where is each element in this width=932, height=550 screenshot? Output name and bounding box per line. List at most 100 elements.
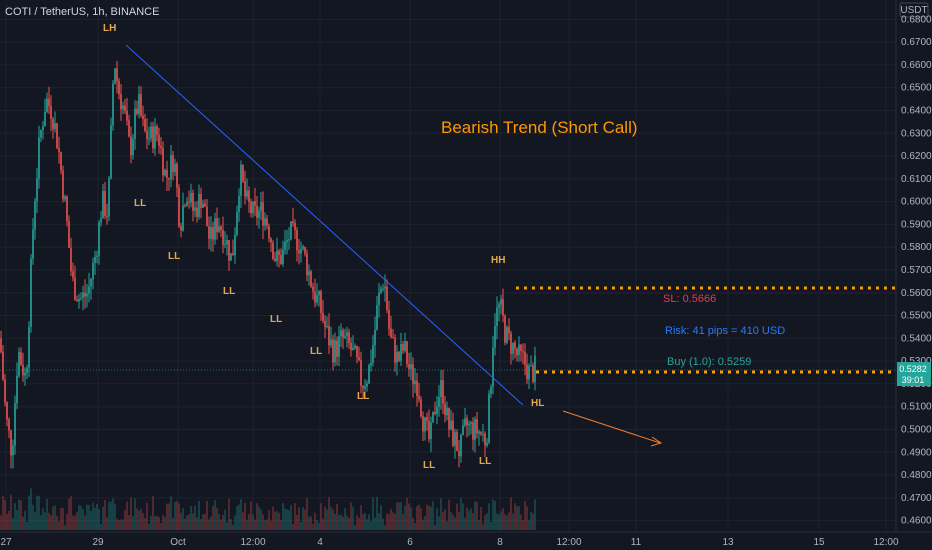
candle-body <box>104 190 106 216</box>
candle-body <box>510 333 512 354</box>
volume-bar <box>140 508 142 530</box>
candle-body <box>356 345 358 357</box>
trendline[interactable] <box>125 44 524 406</box>
price-tick-label: 0.6000 <box>901 197 932 208</box>
volume-bar <box>482 524 484 530</box>
volume-bar <box>344 508 346 530</box>
candle-body <box>90 279 92 287</box>
volume-bar <box>510 497 512 530</box>
candle-body <box>2 351 4 380</box>
candle-body <box>446 407 448 416</box>
volume-bar <box>32 504 34 530</box>
volume-bar <box>266 519 268 530</box>
volume-bar <box>54 505 56 530</box>
candle-body <box>296 229 298 251</box>
volume-bar <box>36 495 38 530</box>
volume-bar <box>450 512 452 530</box>
volume-bar <box>518 506 520 530</box>
currency-badge[interactable] <box>899 2 929 18</box>
candle-body <box>126 110 128 121</box>
volume-bar <box>416 505 418 530</box>
volume-bar <box>522 520 524 530</box>
candle-body <box>390 328 392 338</box>
candle-body <box>248 190 250 203</box>
projection-arrow[interactable] <box>562 410 661 444</box>
candle-body <box>398 351 400 361</box>
candle-body <box>236 212 238 236</box>
volume-bar <box>448 499 450 530</box>
volume-bar <box>34 511 36 530</box>
volume-bar <box>470 508 472 530</box>
volume-bar <box>130 497 132 530</box>
price-axis[interactable] <box>896 0 932 532</box>
candle-body <box>162 148 164 176</box>
candle-body <box>364 386 366 389</box>
price-tick-label: 0.6600 <box>901 60 932 71</box>
candle-body <box>290 221 292 240</box>
volume-bar <box>526 506 528 530</box>
volume-bar <box>426 504 428 530</box>
symbol-info[interactable]: COTI / TetherUS, 1h, BINANCE <box>5 6 160 18</box>
candle-body <box>144 119 146 132</box>
price-tick-label: 0.5800 <box>901 242 932 253</box>
candle-body <box>412 364 414 385</box>
volume-bar <box>304 509 306 530</box>
candle-body <box>294 223 296 230</box>
volume-bar <box>22 516 24 530</box>
volume-bar <box>240 498 242 530</box>
volume-bar <box>340 514 342 530</box>
candle-body <box>316 295 318 303</box>
candle-body <box>4 379 6 403</box>
candle-body <box>62 170 64 200</box>
candle-body <box>142 115 144 120</box>
volume-bar <box>294 503 296 530</box>
candle-body <box>168 177 170 180</box>
candle-body <box>320 291 322 313</box>
candle-body <box>200 193 202 208</box>
volume-bar <box>214 500 216 530</box>
candle-body <box>226 240 228 245</box>
candle-body <box>186 201 188 206</box>
candle-body <box>92 262 94 280</box>
candle-body <box>218 226 220 232</box>
candle-body <box>10 430 12 456</box>
volume-bar <box>420 508 422 530</box>
volume-bar <box>232 524 234 530</box>
candle-body <box>178 187 180 227</box>
volume-bar <box>102 506 104 530</box>
candle-body <box>322 312 324 321</box>
price-tick-label: 0.6400 <box>901 106 932 117</box>
candle-body <box>16 375 18 404</box>
volume-bar <box>478 519 480 530</box>
swing-label-ll: LL <box>270 314 282 325</box>
volume-bar <box>42 508 44 530</box>
time-axis[interactable] <box>0 532 932 550</box>
volume-bar <box>174 501 176 530</box>
volume-bar <box>82 508 84 530</box>
candle-body <box>370 362 372 366</box>
candle-body <box>234 235 236 256</box>
volume-bar <box>282 503 284 530</box>
volume-bar <box>356 515 358 530</box>
volume-bar <box>236 506 238 530</box>
candle-body <box>80 297 82 299</box>
volume-bar <box>78 505 80 530</box>
candle-body <box>512 342 514 354</box>
volume-bar <box>440 498 442 530</box>
volume-bar <box>14 503 16 530</box>
candle-body <box>266 218 268 226</box>
volume-bar <box>264 519 266 530</box>
volume-bar <box>326 509 328 530</box>
candle-body <box>64 196 66 200</box>
volume-bar <box>128 515 130 530</box>
swing-label-ll: LL <box>479 456 491 467</box>
candle-body <box>88 286 90 294</box>
candle-body <box>386 286 388 310</box>
candle-body <box>100 218 102 223</box>
volume-bar <box>252 514 254 530</box>
volume-bar <box>352 506 354 530</box>
candle-body <box>420 399 422 417</box>
candle-body <box>228 240 230 261</box>
volume-bar <box>410 507 412 530</box>
